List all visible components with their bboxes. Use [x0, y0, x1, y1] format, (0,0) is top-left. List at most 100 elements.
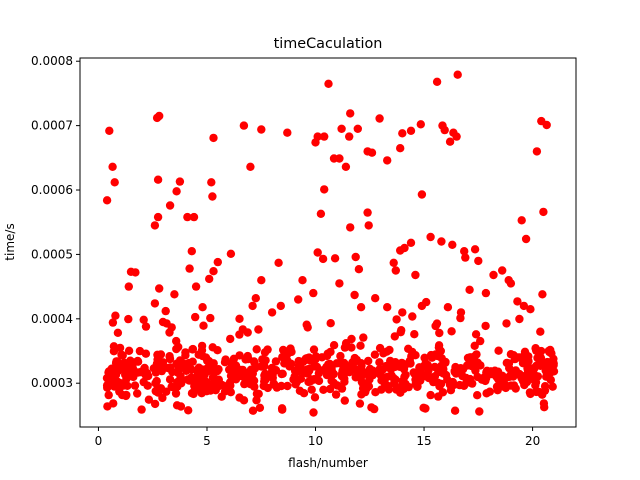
scatter-point: [225, 378, 235, 387]
scatter-point: [545, 366, 554, 375]
scatter-point: [137, 405, 146, 414]
scatter-point: [470, 245, 480, 254]
scatter-point: [481, 321, 490, 331]
scatter-point: [538, 290, 547, 299]
scatter-point: [531, 378, 541, 387]
x-tick-label: 5: [203, 434, 211, 448]
scatter-point: [540, 403, 549, 412]
scatter-point: [340, 343, 350, 352]
scatter-point: [406, 238, 416, 247]
scatter-point: [408, 312, 417, 321]
scatter-point: [187, 247, 196, 256]
x-tick-label: 15: [416, 434, 431, 448]
scatter-point: [370, 350, 380, 359]
scatter-point: [336, 351, 345, 361]
scatter-point: [283, 128, 292, 137]
scatter-point: [426, 390, 435, 400]
scatter-point: [443, 303, 453, 312]
scatter-point: [375, 343, 385, 353]
scatter-point: [165, 375, 175, 384]
scatter-point: [536, 327, 545, 336]
scatter-point: [354, 265, 364, 274]
scatter-point: [181, 348, 190, 357]
scatter-point: [206, 313, 215, 323]
scatter-point: [494, 346, 503, 355]
scatter-point: [143, 381, 152, 390]
scatter-point: [486, 369, 495, 379]
scatter-point: [364, 356, 373, 366]
data-points: [102, 70, 559, 417]
scatter-point: [506, 279, 516, 288]
scatter-point: [382, 361, 391, 371]
scatter-point: [398, 308, 407, 317]
scatter-point: [248, 406, 258, 415]
scatter-point: [433, 351, 442, 361]
y-tick-label: 0.0003: [31, 376, 73, 390]
scatter-point: [470, 341, 479, 350]
scatter-point: [123, 381, 132, 390]
scatter-point: [265, 370, 275, 380]
scatter-point: [257, 276, 266, 285]
scatter-point: [380, 379, 389, 388]
scatter-point: [441, 357, 450, 367]
scatter-point: [395, 362, 404, 371]
scatter-point: [542, 120, 551, 130]
scatter-point: [387, 371, 396, 380]
scatter-point: [350, 290, 359, 300]
scatter-point: [492, 373, 502, 382]
scatter-point: [153, 175, 163, 184]
scatter-point: [200, 386, 210, 395]
scatter-point: [420, 353, 429, 362]
x-tick-label: 10: [308, 434, 323, 448]
scatter-point: [481, 288, 491, 298]
scatter-point: [252, 389, 262, 398]
scatter-point: [174, 362, 183, 371]
scatter-point: [220, 358, 230, 367]
scatter-point: [326, 319, 335, 328]
scatter-point: [193, 368, 202, 378]
scatter-point: [410, 330, 419, 339]
scatter-point: [439, 364, 448, 374]
scatter-point: [271, 357, 281, 366]
scatter-point: [310, 362, 319, 371]
scatter-point: [110, 178, 119, 187]
scatter-point: [390, 332, 399, 341]
y-tick-label: 0.0008: [31, 54, 73, 68]
scatter-point: [230, 371, 239, 381]
scatter-point: [305, 356, 315, 365]
scatter-point: [163, 363, 173, 373]
scatter-point: [175, 356, 185, 365]
scatter-point: [350, 353, 359, 363]
scatter-point: [267, 308, 277, 317]
scatter-point: [188, 345, 197, 354]
scatter-point: [139, 315, 148, 324]
scatter-point: [389, 258, 398, 267]
scatter-point: [316, 209, 326, 218]
scatter-point: [399, 384, 408, 394]
scatter-point: [543, 357, 552, 367]
scatter-point: [322, 351, 332, 361]
scatter-point: [465, 285, 474, 294]
scatter-point: [423, 370, 433, 379]
scatter-point: [280, 359, 289, 368]
scatter-point: [474, 256, 483, 266]
scatter-point: [476, 336, 485, 346]
y-tick-label: 0.0006: [31, 183, 73, 197]
scatter-point: [345, 132, 354, 141]
scatter-point: [545, 347, 554, 357]
scatter-point: [182, 366, 191, 375]
scatter-point: [448, 240, 457, 249]
scatter-point: [172, 187, 181, 196]
scatter-point: [226, 249, 236, 258]
scatter-point: [513, 297, 522, 306]
scatter-point: [124, 314, 133, 324]
scatter-point: [197, 341, 207, 351]
scatter-point: [191, 282, 201, 291]
scatter-point: [440, 125, 449, 135]
scatter-point: [154, 360, 163, 370]
scatter-point: [183, 212, 192, 222]
scatter-point: [446, 386, 456, 395]
scatter-point: [252, 345, 261, 354]
scatter-point: [524, 352, 533, 361]
scatter-point: [400, 243, 409, 253]
